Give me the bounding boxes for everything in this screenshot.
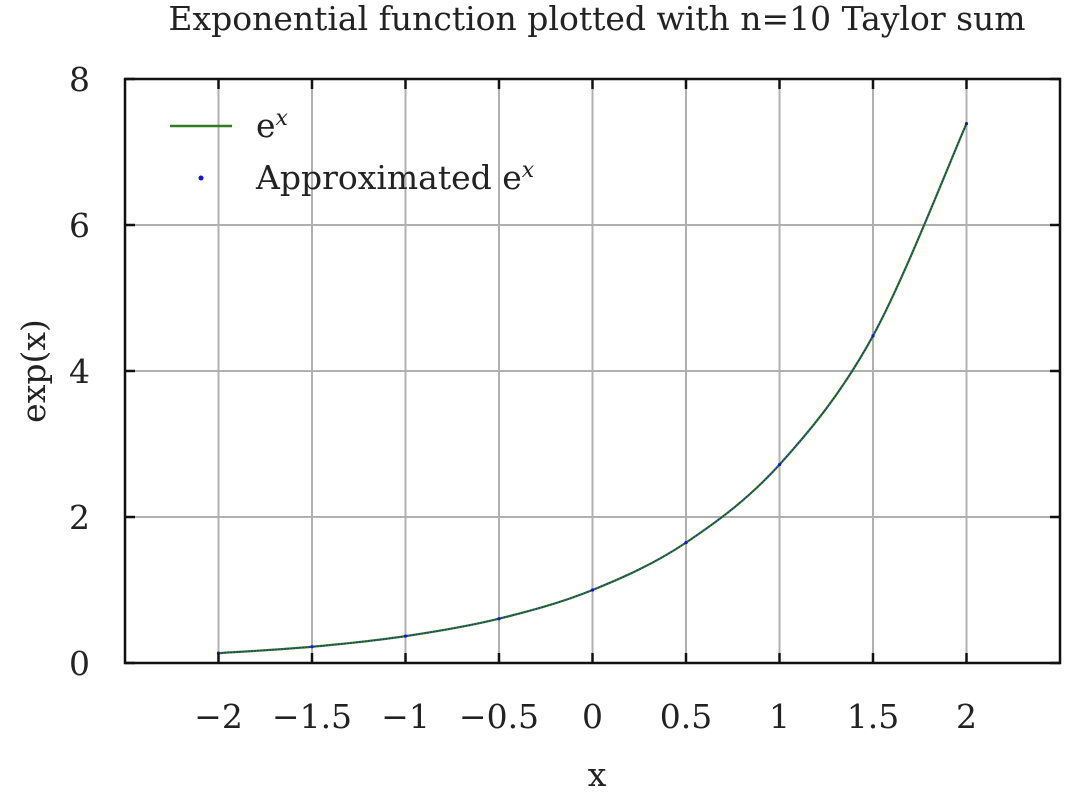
data-point xyxy=(871,334,875,338)
series-dots-approx xyxy=(218,123,968,654)
y-tick-label: 2 xyxy=(69,498,90,537)
x-tick-label: −1 xyxy=(381,697,430,736)
legend-dot-swatch xyxy=(198,175,204,181)
x-tick-label: 2 xyxy=(956,697,977,736)
data-point xyxy=(777,462,782,467)
x-axis-label: x xyxy=(588,755,607,791)
x-tick-label: 0.5 xyxy=(660,697,712,736)
chart-title: Exponential function plotted with n=10 T… xyxy=(168,0,1025,38)
x-tick-label: −0.5 xyxy=(459,697,539,736)
x-tick-label: −2 xyxy=(194,697,243,736)
legend-label: Approximated ex xyxy=(255,158,535,197)
plot-series xyxy=(216,122,969,655)
legend-label-superscript: x xyxy=(522,158,535,183)
y-tick-label: 0 xyxy=(69,644,90,683)
data-point xyxy=(403,634,408,638)
axis-ticks: −2 −1.5 −1 −0.5 0 0.5 1 1.5 2 0 2 4 6 8 xyxy=(69,60,1060,736)
data-point xyxy=(497,617,501,621)
x-tick-label: 1.5 xyxy=(847,697,899,736)
y-tick-label: 8 xyxy=(69,60,90,99)
data-point xyxy=(310,645,314,649)
x-tick-label: −1.5 xyxy=(272,697,352,736)
y-tick-label: 6 xyxy=(69,206,90,245)
legend-label-superscript: x xyxy=(276,106,289,131)
legend: ex Approximated ex xyxy=(170,106,535,197)
y-tick-label: 4 xyxy=(69,352,90,391)
data-point xyxy=(964,122,969,126)
legend-label: ex xyxy=(256,106,289,145)
y-axis-label: exp(x) xyxy=(14,319,53,423)
data-point xyxy=(590,588,595,592)
x-tick-label: 1 xyxy=(769,697,790,736)
data-point xyxy=(684,541,688,545)
x-tick-label: 0 xyxy=(582,697,603,736)
